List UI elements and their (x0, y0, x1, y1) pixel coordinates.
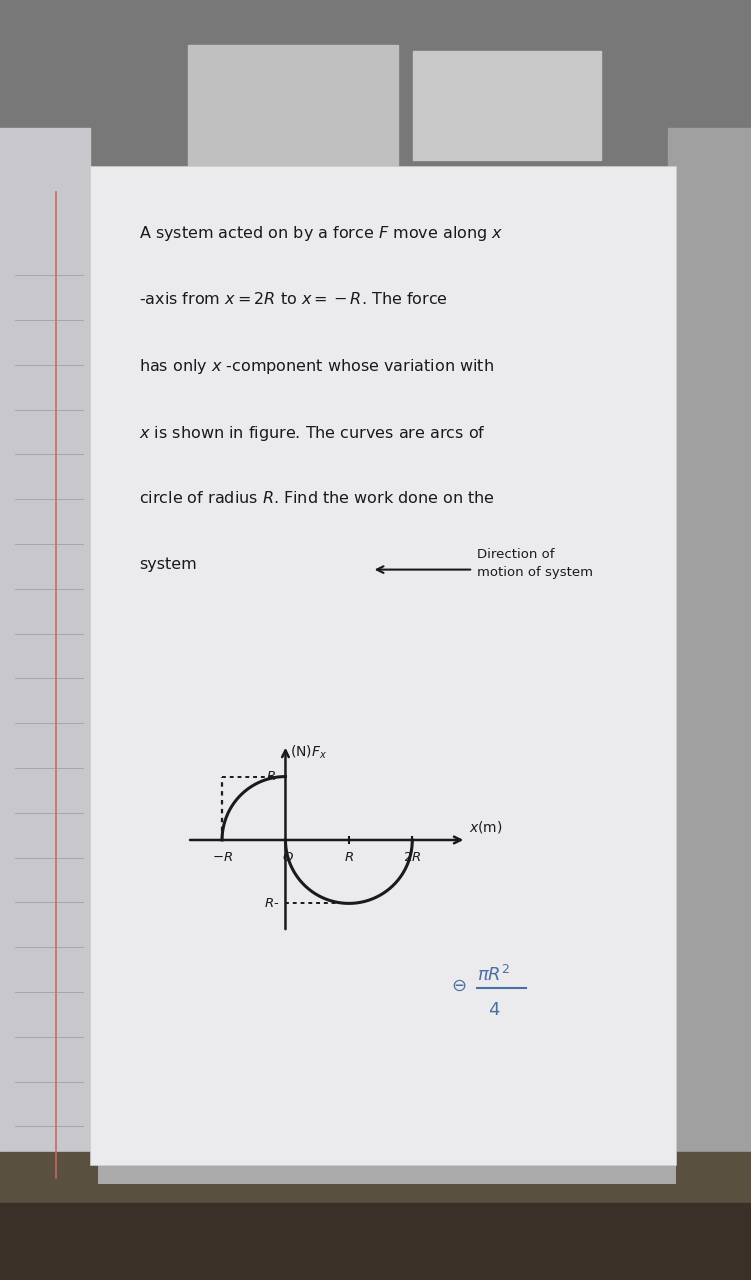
Text: (N)$F_x$: (N)$F_x$ (290, 744, 327, 762)
Bar (413, 51, 601, 160)
Bar (0, 1152, 751, 1280)
Text: $\pi R^2$: $\pi R^2$ (477, 965, 510, 986)
Bar (0, 128, 90, 1216)
Text: A system acted on by a force $F$ move along $x$: A system acted on by a force $F$ move al… (139, 224, 503, 243)
Bar (668, 128, 751, 1216)
Text: -axis from $x = 2R$ to $x = -R$. The force: -axis from $x = 2R$ to $x = -R$. The for… (139, 291, 448, 307)
Text: $2R$: $2R$ (403, 851, 421, 864)
Bar (188, 45, 398, 173)
Text: $R$-: $R$- (264, 897, 279, 910)
Text: $O$: $O$ (282, 851, 294, 864)
Text: $4$: $4$ (488, 1001, 500, 1019)
Bar (98, 1165, 676, 1184)
Text: $x$(m): $x$(m) (469, 819, 503, 835)
Text: Direction of
motion of system: Direction of motion of system (477, 548, 593, 579)
Text: circle of radius $R$. Find the work done on the: circle of radius $R$. Find the work done… (139, 490, 495, 506)
Text: system: system (139, 557, 197, 572)
Text: $R$: $R$ (344, 851, 354, 864)
Bar (90, 166, 676, 1165)
Text: $-R$: $-R$ (212, 851, 233, 864)
Text: $R$: $R$ (266, 771, 276, 783)
Text: $\ominus$: $\ominus$ (451, 977, 466, 995)
Text: $x$ is shown in figure. The curves are arcs of: $x$ is shown in figure. The curves are a… (139, 424, 486, 443)
Bar (0, 0, 751, 192)
Bar (0, 1203, 751, 1280)
Text: has only $x$ -component whose variation with: has only $x$ -component whose variation … (139, 357, 494, 376)
